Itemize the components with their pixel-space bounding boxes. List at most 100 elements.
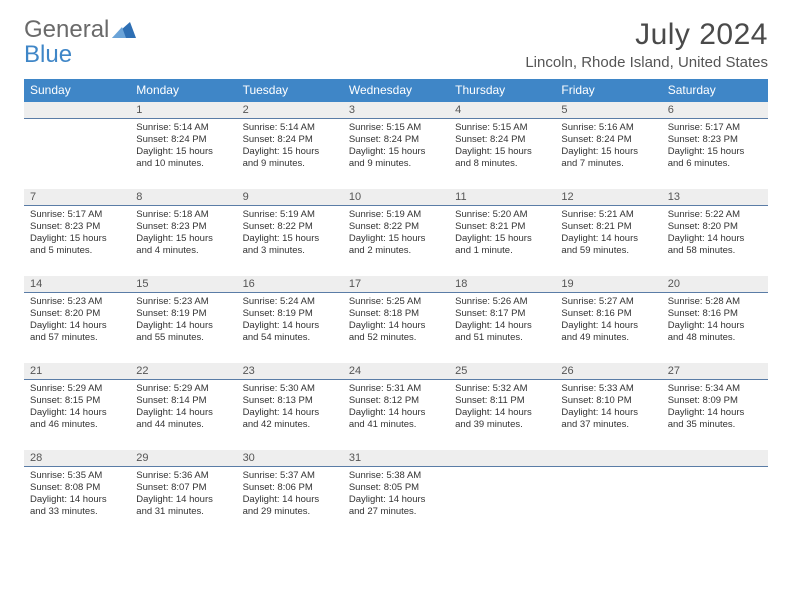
- day-cell-line: Sunrise: 5:22 AM: [668, 209, 762, 221]
- day-number: 15: [130, 276, 236, 292]
- day-cell-line: Sunset: 8:19 PM: [243, 308, 337, 320]
- day-number: 27: [662, 363, 768, 379]
- day-cell: Sunrise: 5:14 AMSunset: 8:24 PMDaylight:…: [130, 119, 236, 189]
- day-cell-line: and 46 minutes.: [30, 419, 124, 431]
- day-cell-line: Sunset: 8:24 PM: [561, 134, 655, 146]
- day-cell-line: Sunset: 8:24 PM: [243, 134, 337, 146]
- day-number: 30: [237, 450, 343, 466]
- day-cell-line: and 27 minutes.: [349, 506, 443, 518]
- day-cell-line: and 51 minutes.: [455, 332, 549, 344]
- day-number: 26: [555, 363, 661, 379]
- day-cell-line: and 55 minutes.: [136, 332, 230, 344]
- day-cell-line: Sunset: 8:20 PM: [30, 308, 124, 320]
- day-number: 18: [449, 276, 555, 292]
- day-cell-line: Daylight: 14 hours: [30, 320, 124, 332]
- day-number: 5: [555, 102, 661, 118]
- day-number: 29: [130, 450, 236, 466]
- day-header: Friday: [555, 79, 661, 102]
- day-cell-line: Sunrise: 5:21 AM: [561, 209, 655, 221]
- day-cell-line: Sunrise: 5:38 AM: [349, 470, 443, 482]
- day-cell-line: Sunset: 8:21 PM: [455, 221, 549, 233]
- day-cell: [449, 467, 555, 537]
- day-cell-line: and 37 minutes.: [561, 419, 655, 431]
- day-cell-line: and 59 minutes.: [561, 245, 655, 257]
- day-cell-line: Daylight: 14 hours: [30, 494, 124, 506]
- day-cell-line: Daylight: 15 hours: [561, 146, 655, 158]
- brand-logo: General Blue: [24, 18, 136, 67]
- day-cell-line: Sunrise: 5:35 AM: [30, 470, 124, 482]
- day-cell: Sunrise: 5:14 AMSunset: 8:24 PMDaylight:…: [237, 119, 343, 189]
- day-cell-line: and 44 minutes.: [136, 419, 230, 431]
- day-cell-line: and 6 minutes.: [668, 158, 762, 170]
- day-cell-line: Sunset: 8:24 PM: [136, 134, 230, 146]
- day-cell-line: and 1 minute.: [455, 245, 549, 257]
- day-cell: Sunrise: 5:30 AMSunset: 8:13 PMDaylight:…: [237, 380, 343, 450]
- day-cell-line: Daylight: 14 hours: [243, 407, 337, 419]
- day-cell-line: Sunset: 8:08 PM: [30, 482, 124, 494]
- day-cell-line: and 7 minutes.: [561, 158, 655, 170]
- day-header: Monday: [130, 79, 236, 102]
- day-number-row: 21222324252627: [24, 363, 768, 380]
- day-cell: Sunrise: 5:25 AMSunset: 8:18 PMDaylight:…: [343, 293, 449, 363]
- day-cell-line: Sunrise: 5:17 AM: [30, 209, 124, 221]
- day-cell-line: and 4 minutes.: [136, 245, 230, 257]
- day-cell-line: Daylight: 14 hours: [136, 494, 230, 506]
- day-cell: Sunrise: 5:32 AMSunset: 8:11 PMDaylight:…: [449, 380, 555, 450]
- day-cell: [555, 467, 661, 537]
- day-cell: Sunrise: 5:35 AMSunset: 8:08 PMDaylight:…: [24, 467, 130, 537]
- day-cell-line: Sunset: 8:21 PM: [561, 221, 655, 233]
- day-cell-line: Daylight: 14 hours: [668, 320, 762, 332]
- day-cell-line: Sunset: 8:22 PM: [349, 221, 443, 233]
- day-cell-line: Sunrise: 5:19 AM: [349, 209, 443, 221]
- day-cell-line: Daylight: 14 hours: [243, 494, 337, 506]
- day-cell-line: Sunset: 8:23 PM: [668, 134, 762, 146]
- day-cell-line: Sunrise: 5:30 AM: [243, 383, 337, 395]
- day-cell-line: Sunset: 8:16 PM: [561, 308, 655, 320]
- day-cell: Sunrise: 5:24 AMSunset: 8:19 PMDaylight:…: [237, 293, 343, 363]
- page-header: General Blue July 2024 Lincoln, Rhode Is…: [24, 18, 768, 71]
- title-block: July 2024 Lincoln, Rhode Island, United …: [525, 18, 768, 71]
- day-cell-line: Daylight: 14 hours: [455, 320, 549, 332]
- day-cell-line: Sunrise: 5:14 AM: [243, 122, 337, 134]
- day-cell-line: Daylight: 14 hours: [455, 407, 549, 419]
- day-cell-line: Daylight: 15 hours: [349, 233, 443, 245]
- day-cell: Sunrise: 5:19 AMSunset: 8:22 PMDaylight:…: [343, 206, 449, 276]
- day-cell-line: and 5 minutes.: [30, 245, 124, 257]
- day-cell: Sunrise: 5:23 AMSunset: 8:19 PMDaylight:…: [130, 293, 236, 363]
- day-cell-line: Sunrise: 5:15 AM: [349, 122, 443, 134]
- day-cell-line: Sunset: 8:15 PM: [30, 395, 124, 407]
- day-number: 10: [343, 189, 449, 205]
- day-cell-line: Daylight: 14 hours: [668, 233, 762, 245]
- day-cell-line: Sunset: 8:13 PM: [243, 395, 337, 407]
- day-cell-line: Sunset: 8:16 PM: [668, 308, 762, 320]
- day-cell-line: and 58 minutes.: [668, 245, 762, 257]
- day-number: 3: [343, 102, 449, 118]
- day-cell-line: Sunrise: 5:34 AM: [668, 383, 762, 395]
- day-number: 21: [24, 363, 130, 379]
- day-cell: Sunrise: 5:31 AMSunset: 8:12 PMDaylight:…: [343, 380, 449, 450]
- calendar-grid: SundayMondayTuesdayWednesdayThursdayFrid…: [24, 79, 768, 537]
- day-cell-line: Sunrise: 5:17 AM: [668, 122, 762, 134]
- day-cell-line: Sunrise: 5:15 AM: [455, 122, 549, 134]
- day-cell-line: and 52 minutes.: [349, 332, 443, 344]
- day-cell: Sunrise: 5:22 AMSunset: 8:20 PMDaylight:…: [662, 206, 768, 276]
- day-number: 17: [343, 276, 449, 292]
- day-number: 12: [555, 189, 661, 205]
- day-cell-line: Sunset: 8:17 PM: [455, 308, 549, 320]
- day-cell-line: Sunset: 8:23 PM: [136, 221, 230, 233]
- day-cell-line: and 41 minutes.: [349, 419, 443, 431]
- day-cell-line: Daylight: 15 hours: [243, 233, 337, 245]
- day-number: 31: [343, 450, 449, 466]
- month-title: July 2024: [525, 18, 768, 52]
- brand-part2: Blue: [24, 41, 72, 68]
- day-cell-line: Daylight: 14 hours: [243, 320, 337, 332]
- day-cell-line: Daylight: 15 hours: [455, 146, 549, 158]
- day-number: 7: [24, 189, 130, 205]
- day-cell-line: Sunset: 8:11 PM: [455, 395, 549, 407]
- day-cell-line: Sunrise: 5:29 AM: [136, 383, 230, 395]
- day-cell-line: Daylight: 14 hours: [136, 320, 230, 332]
- day-cell-line: Daylight: 15 hours: [136, 146, 230, 158]
- day-number: 28: [24, 450, 130, 466]
- day-cell: Sunrise: 5:21 AMSunset: 8:21 PMDaylight:…: [555, 206, 661, 276]
- day-cell-line: and 33 minutes.: [30, 506, 124, 518]
